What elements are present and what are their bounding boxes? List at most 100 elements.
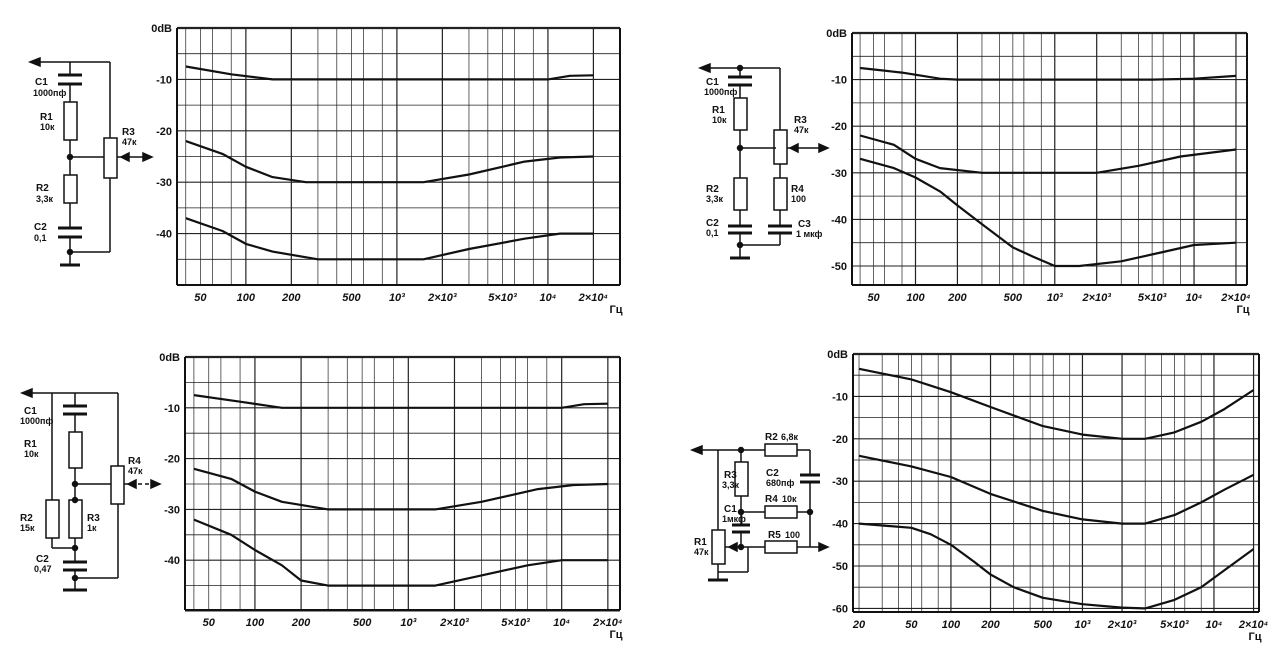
y-tick-label: -30 <box>832 476 848 488</box>
r2-ref: R2 <box>706 184 719 195</box>
c2-ref: C2 <box>766 468 779 479</box>
schematic-3-labels: C1 1000пф R1 10к R2 15к R3 1к C2 0,47 R4… <box>20 406 143 574</box>
x-tick-label: 10⁴ <box>1205 619 1222 631</box>
response-curve-2 <box>859 134 1237 174</box>
c2-ref: C2 <box>706 218 719 229</box>
x-tick-label: 500 <box>1034 619 1053 631</box>
response-curve-1 <box>193 394 608 409</box>
r4-ref: R4 <box>128 456 141 467</box>
x-tick-label: 10³ <box>389 292 405 304</box>
r3-value: 47к <box>794 125 809 135</box>
response-curve-3 <box>859 157 1237 268</box>
wiper-arrow-icon <box>788 142 799 154</box>
x-unit-label: Гц <box>1237 304 1250 316</box>
y-tick-label: -40 <box>831 214 847 226</box>
r4-value: 100 <box>791 194 806 204</box>
y-tick-label: -60 <box>832 603 848 615</box>
r1-ref: R1 <box>694 537 707 548</box>
x-tick-label: 10⁴ <box>539 292 556 304</box>
r5-value: 100 <box>785 530 800 540</box>
r5-ref: R5 <box>768 530 781 541</box>
response-curve-3 <box>185 217 594 261</box>
x-tick-label: 50 <box>905 619 918 631</box>
c1-value: 1мкф <box>722 514 746 524</box>
y-tick-label: -40 <box>832 519 848 531</box>
y-tick-label: 0dB <box>826 28 847 40</box>
resistor-r2 <box>45 499 60 539</box>
y-tick-label: 0dB <box>151 23 172 35</box>
r3-ref: R3 <box>87 513 100 524</box>
r2-value: 15к <box>20 523 35 533</box>
resistor-r4 <box>773 177 788 211</box>
x-tick-label: 2×10⁴ <box>1220 292 1251 304</box>
input-arrow-icon <box>818 541 830 553</box>
c1-ref: C1 <box>35 77 48 88</box>
response-chart-4: 0dB -10 -20 -30 -40 -50 -60 20 50 100 200 500 10³ 2×1… <box>827 349 1268 643</box>
x-tick-label: 100 <box>237 292 256 304</box>
y-tick-label: -20 <box>156 126 172 138</box>
wiper-arrow-icon <box>727 541 738 553</box>
resistor-r1 <box>733 97 748 131</box>
input-arrow-icon <box>150 478 162 490</box>
r3-ref: R3 <box>724 470 737 481</box>
response-curve-1 <box>858 367 1255 440</box>
x-unit-label: Гц <box>610 629 623 641</box>
c2-value: 0,1 <box>706 228 719 238</box>
c2-value: 0,47 <box>34 564 52 574</box>
x-tick-label: 2×10³ <box>427 292 457 304</box>
response-curve-2 <box>193 467 608 511</box>
c3-ref: C3 <box>798 219 811 230</box>
r3-ref: R3 <box>122 127 135 138</box>
input-arrow-icon <box>142 151 154 163</box>
x-tick-label: 500 <box>1004 292 1023 304</box>
x-tick-label: 2×10³ <box>1107 619 1137 631</box>
x-tick-label: 20 <box>852 619 866 631</box>
resistor-r1 <box>63 101 78 141</box>
schematic-2-labels: C1 1000пф R1 10к R2 3,3к C2 0,1 R3 47к R… <box>704 77 823 239</box>
y-tick-label: -50 <box>831 261 847 273</box>
x-tick-label: 2×10⁴ <box>1238 619 1269 631</box>
response-curve-3 <box>858 522 1255 610</box>
x-tick-label: 2×10³ <box>1081 292 1111 304</box>
c2-value: 680пф <box>766 478 794 488</box>
r3-value: 3,3к <box>722 480 740 490</box>
x-tick-label: 10³ <box>1075 619 1091 631</box>
r1-ref: R1 <box>24 439 37 450</box>
response-chart-2: 0dB -10 -20 -30 -40 -50 50 100 200 500 10³ 2×10³ 5×1… <box>826 28 1251 316</box>
output-arrow-icon <box>19 387 33 399</box>
x-tick-label: 100 <box>246 617 265 629</box>
resistor-r4 <box>764 505 798 519</box>
r4-ref: R4 <box>791 184 804 195</box>
potentiometer-r3 <box>103 137 118 179</box>
resistor-r2 <box>764 443 798 457</box>
response-curve-2 <box>858 454 1255 525</box>
c1-value: 1000пф <box>33 88 66 98</box>
x-tick-label: 500 <box>342 292 361 304</box>
c2-ref: C2 <box>36 554 49 565</box>
c1-ref: C1 <box>24 406 37 417</box>
x-tick-label: 50 <box>867 292 880 304</box>
y-tick-label: -10 <box>831 75 847 87</box>
r2-ref: R2 <box>20 513 33 524</box>
r4-value: 10к <box>782 494 797 504</box>
x-tick-label: 5×10³ <box>501 617 530 629</box>
x-tick-label: 2×10⁴ <box>592 617 623 629</box>
y-tick-label: -20 <box>831 121 847 133</box>
c2-ref: C2 <box>34 222 47 233</box>
r1-value: 47к <box>694 547 709 557</box>
schematic-1-labels: C1 1000пф R1 10к R2 3,3к C2 0,1 R3 47к <box>33 77 137 243</box>
resistor-r3 <box>68 499 83 539</box>
x-tick-label: 200 <box>281 292 301 304</box>
c1-ref: C1 <box>724 504 737 515</box>
r4-value: 47к <box>128 466 143 476</box>
y-tick-label: -50 <box>832 561 848 573</box>
wiper-arrow-icon <box>119 151 130 163</box>
resistor-r5 <box>764 540 798 554</box>
y-tick-label: -20 <box>164 454 180 466</box>
r3-ref: R3 <box>794 115 807 126</box>
r2-value: 3,3к <box>36 194 54 204</box>
x-unit-label: Гц <box>610 304 623 316</box>
r2-ref: R2 <box>36 183 49 194</box>
x-tick-label: 10³ <box>400 617 416 629</box>
